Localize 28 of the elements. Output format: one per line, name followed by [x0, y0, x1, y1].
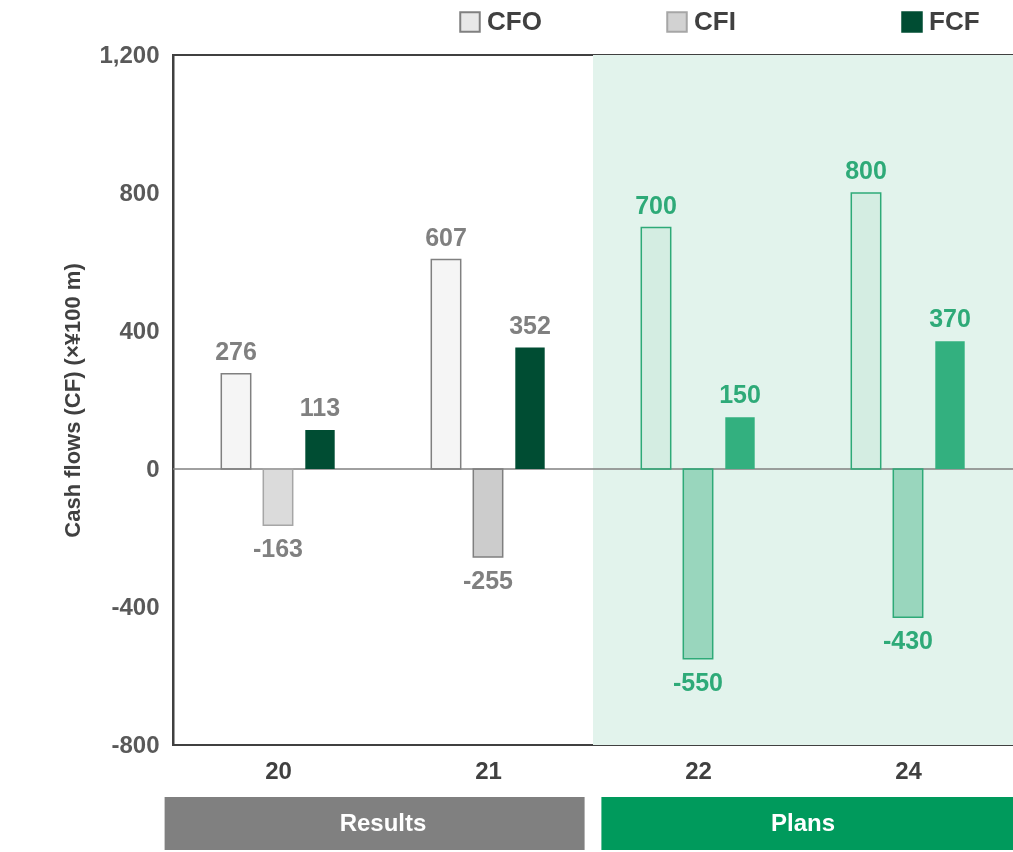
- x-tick-label: 21: [475, 756, 502, 784]
- data-label: 607: [425, 222, 467, 251]
- legend-label: FCF: [929, 6, 980, 36]
- data-label: 370: [929, 304, 971, 333]
- x-tick-label: 24: [895, 756, 923, 784]
- x-tick-label: 20: [265, 756, 292, 784]
- data-label: 800: [845, 156, 887, 184]
- y-tick-label: 0: [146, 454, 160, 482]
- x-tick-label: 22: [685, 756, 712, 784]
- text: Results: [339, 809, 427, 836]
- data-label: 276: [215, 336, 257, 365]
- y-tick-label: -800: [111, 730, 160, 758]
- data-label: -255: [462, 565, 514, 594]
- y-axis-title: Cash flows (CF) (×¥100 m): [60, 263, 86, 538]
- data-label: -550: [672, 667, 724, 696]
- data-label: 352: [509, 310, 551, 339]
- legend-label: CFO: [487, 6, 542, 36]
- data-label: 700: [635, 190, 677, 219]
- y-tick-label: 400: [119, 316, 160, 344]
- legend-label: CFI: [694, 6, 736, 36]
- y-tick-label: 800: [119, 178, 160, 206]
- y-tick-label: -400: [111, 592, 160, 620]
- y-tick-label: 1,200: [99, 40, 160, 68]
- data-label: -430: [882, 626, 934, 655]
- data-label: 150: [719, 380, 761, 409]
- data-label: -163: [252, 534, 304, 563]
- data-label: 113: [299, 393, 341, 422]
- text: Plans: [770, 809, 836, 836]
